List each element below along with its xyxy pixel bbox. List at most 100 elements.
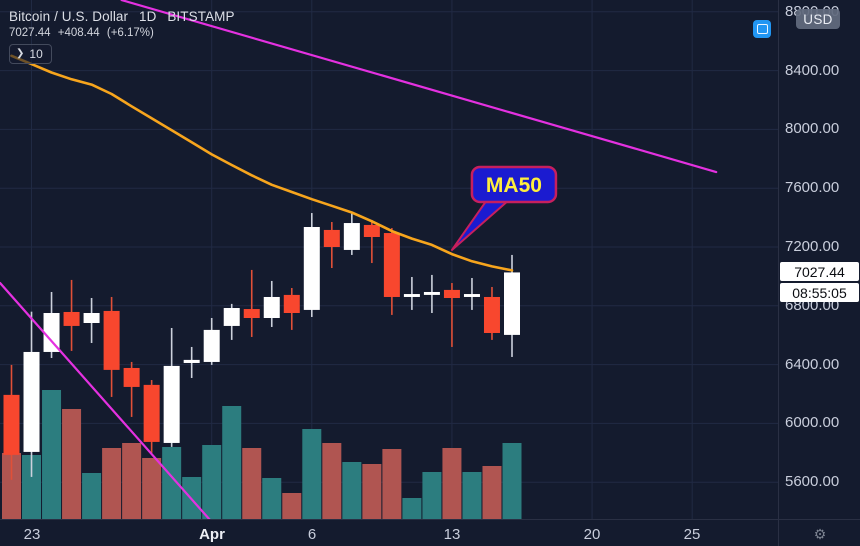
- volume-bar: [262, 478, 282, 519]
- volume-bar: [142, 458, 162, 519]
- candle-wick: [471, 278, 473, 310]
- price-axis-label: 8000.00: [785, 120, 840, 137]
- candle-wick: [130, 361, 133, 417]
- price-axis-label: 7200.00: [785, 238, 840, 255]
- time-axis-label: 23: [23, 526, 41, 543]
- volume-bar: [422, 472, 442, 519]
- candle-body: [504, 272, 520, 335]
- symbol-title-row: Bitcoin / U.S. Dollar 1D BITSTAMP: [9, 9, 235, 24]
- candle-body: [63, 311, 80, 326]
- volume-bar: [22, 455, 42, 519]
- volume-bar: [402, 498, 422, 519]
- ma50-line[interactable]: [10, 54, 514, 272]
- price-axis-label: 5600.00: [785, 473, 840, 490]
- price-axis-label: 7600.00: [785, 179, 840, 196]
- volume-bar: [242, 448, 262, 519]
- last-price: 7027.44: [9, 27, 51, 39]
- indicators-expand-button[interactable]: ❯ 10: [9, 44, 52, 64]
- volume-bar: [202, 445, 222, 519]
- callout-tail: [450, 198, 510, 251]
- candle-wick: [371, 219, 373, 264]
- trendline[interactable]: [0, 281, 212, 519]
- volume-bar: [482, 466, 502, 519]
- last-price-badge: 7027.44: [780, 262, 859, 281]
- candle-body: [363, 224, 380, 238]
- trendline[interactable]: [120, 0, 718, 174]
- candle-body: [343, 223, 360, 250]
- time-axis-label: Apr: [199, 526, 225, 543]
- volume-bar: [442, 448, 462, 519]
- volume-bar: [102, 448, 122, 519]
- volume-bar: [62, 409, 82, 519]
- price-axis-label: 6000.00: [785, 414, 840, 431]
- chevron-right-icon: ❯: [16, 48, 25, 59]
- candle-body: [123, 367, 140, 387]
- candle-body: [83, 313, 100, 323]
- time-axis-label: 25: [683, 526, 701, 543]
- currency-toggle-badge[interactable]: USD: [796, 9, 840, 29]
- candle-body: [283, 294, 300, 314]
- exchange-label: BITSTAMP: [167, 9, 235, 24]
- candle-body: [403, 294, 420, 297]
- volume-bar: [502, 443, 522, 519]
- candle-body: [243, 309, 260, 319]
- candle-body: [3, 394, 20, 455]
- candle-body: [163, 365, 180, 443]
- price-axis-label: 6400.00: [785, 356, 840, 373]
- volume-bar: [322, 443, 342, 519]
- time-axis-label: 13: [443, 526, 461, 543]
- volume-bar: [2, 453, 21, 519]
- time-axis[interactable]: 23 Apr 6 13 20 25: [0, 519, 778, 546]
- volume-bar: [462, 472, 482, 519]
- settings-gear-icon[interactable]: ⚙: [813, 525, 827, 542]
- indicators-count: 10: [29, 47, 43, 61]
- candle-body: [303, 227, 320, 310]
- candle-body: [183, 359, 200, 363]
- candle-body: [223, 308, 240, 326]
- candle-body: [203, 329, 220, 362]
- volume-bar: [122, 443, 142, 519]
- volume-bar: [42, 390, 62, 519]
- time-axis-label: 6: [307, 526, 317, 543]
- price-summary-row: 7027.44 +408.44 (+6.17%): [9, 27, 235, 39]
- ma50-callout-label: MA50: [486, 174, 542, 197]
- candle-body: [43, 313, 60, 352]
- volume-bar: [302, 429, 322, 519]
- price-axis-label: 8400.00: [785, 62, 840, 79]
- volume-bars: [2, 390, 522, 519]
- axis-settings-corner: ⚙: [778, 519, 860, 546]
- volume-bar: [282, 493, 302, 519]
- snapshot-icon[interactable]: [753, 20, 771, 38]
- candle-body: [263, 296, 280, 319]
- price-change-percent: (+6.17%): [106, 27, 154, 39]
- candle-body: [483, 296, 500, 333]
- volume-bar: [382, 449, 402, 519]
- volume-bar: [342, 462, 362, 519]
- candle-body: [23, 351, 40, 452]
- candle-wick: [250, 269, 253, 337]
- price-change: +408.44: [57, 27, 100, 39]
- bar-countdown-badge: 08:55:05: [780, 283, 859, 302]
- chart-legend: Bitcoin / U.S. Dollar 1D BITSTAMP 7027.4…: [9, 9, 235, 64]
- ma50-callout[interactable]: MA50: [450, 165, 558, 251]
- candles: [3, 213, 520, 480]
- volume-bar: [162, 447, 182, 519]
- candle-body: [463, 294, 480, 297]
- candle-body: [443, 289, 460, 299]
- candle-body: [103, 310, 120, 370]
- frame-glyph: [756, 24, 768, 34]
- symbol-name: Bitcoin / U.S. Dollar: [9, 9, 129, 24]
- time-axis-label: 20: [583, 526, 601, 543]
- interval-label: 1D: [139, 9, 157, 24]
- candle-body: [383, 233, 400, 297]
- candle-body: [323, 229, 340, 247]
- volume-bar: [82, 473, 102, 519]
- price-axis[interactable]: 8800.008400.008000.007600.007200.006800.…: [778, 0, 860, 519]
- candle-wick: [451, 283, 453, 347]
- candle-body: [423, 291, 440, 295]
- candle-wick: [411, 276, 413, 310]
- candle-body: [143, 384, 160, 442]
- volume-bar: [222, 406, 242, 519]
- candlestick-chart-canvas[interactable]: MA50: [0, 0, 778, 519]
